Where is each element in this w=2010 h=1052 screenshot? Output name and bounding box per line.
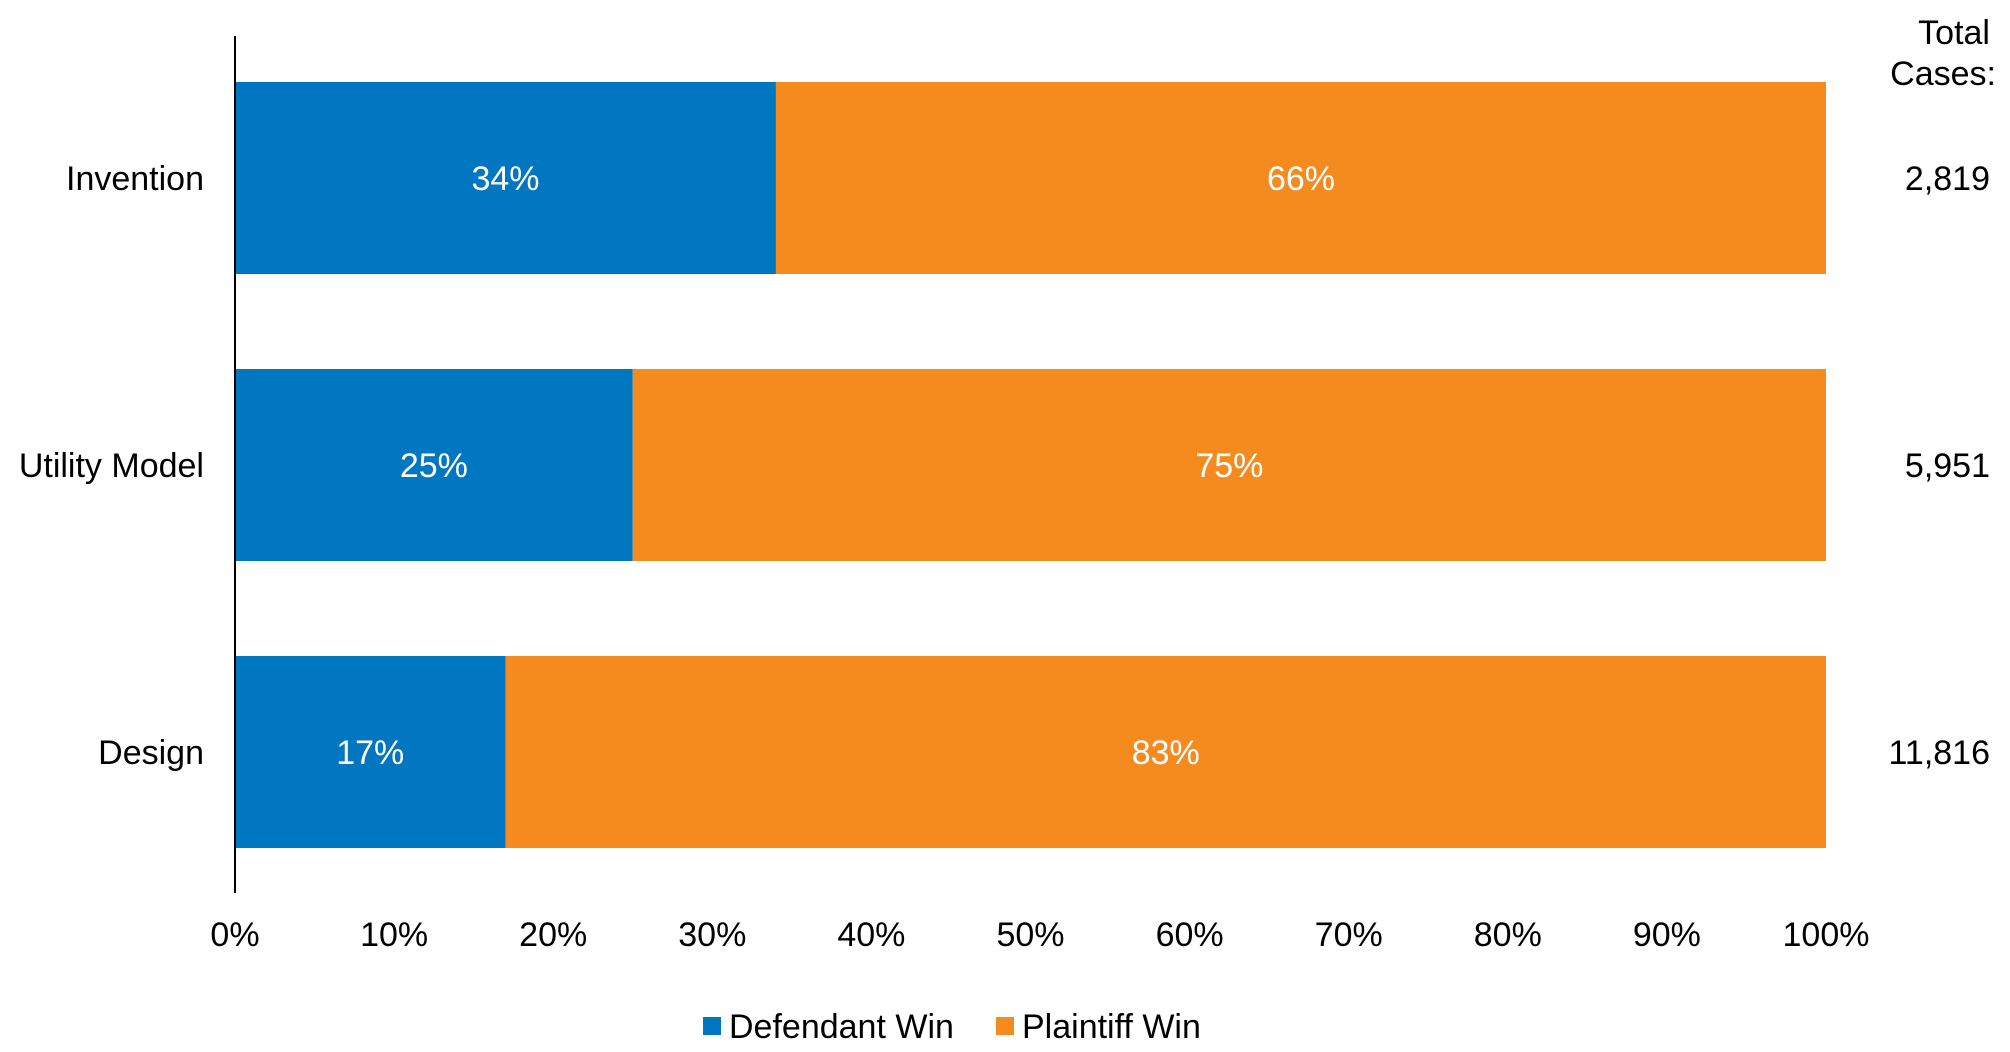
total-cases-design: 11,816 bbox=[1889, 734, 1990, 772]
x-tick-label-5: 50% bbox=[996, 916, 1064, 954]
total-cases-column: Total Cases: 2,819 5,951 11,816 bbox=[1889, 14, 1996, 772]
x-tick-label-3: 30% bbox=[678, 916, 746, 954]
data-label-plaintiff-win-design: 83% bbox=[1132, 734, 1200, 772]
legend: Defendant Win Plaintiff Win bbox=[703, 1008, 1201, 1046]
total-cases-header-line-1: Total bbox=[1918, 14, 1990, 52]
category-label-design: Design bbox=[98, 734, 204, 772]
data-label-defendant-win-utility-model: 25% bbox=[400, 447, 468, 485]
legend-swatch-plaintiff-win bbox=[996, 1017, 1014, 1035]
category-label-invention: Invention bbox=[66, 160, 204, 198]
x-tick-label-4: 40% bbox=[837, 916, 905, 954]
x-tick-label-7: 70% bbox=[1315, 916, 1383, 954]
total-cases-header-line-2: Cases: bbox=[1890, 55, 1996, 93]
data-label-plaintiff-win-utility-model: 75% bbox=[1195, 447, 1263, 485]
x-tick-label-1: 10% bbox=[360, 916, 428, 954]
legend-swatch-defendant-win bbox=[703, 1017, 721, 1035]
legend-label-defendant-win: Defendant Win bbox=[729, 1008, 954, 1046]
category-label-utility-model: Utility Model bbox=[19, 447, 204, 485]
x-tick-label-8: 80% bbox=[1474, 916, 1542, 954]
x-tick-label-10: 100% bbox=[1783, 916, 1870, 954]
total-cases-utility-model: 5,951 bbox=[1905, 447, 1990, 485]
data-label-defendant-win-design: 17% bbox=[336, 734, 404, 772]
x-tick-label-0: 0% bbox=[210, 916, 259, 954]
total-cases-invention: 2,819 bbox=[1905, 160, 1990, 198]
x-axis-ticks: 0% 10% 20% 30% 40% 50% 60% 70% 80% 90% 100% bbox=[210, 916, 1869, 954]
data-label-plaintiff-win-invention: 66% bbox=[1267, 160, 1335, 198]
x-tick-label-6: 60% bbox=[1156, 916, 1224, 954]
x-tick-label-9: 90% bbox=[1633, 916, 1701, 954]
x-tick-label-2: 20% bbox=[519, 916, 587, 954]
legend-label-plaintiff-win: Plaintiff Win bbox=[1022, 1008, 1201, 1046]
data-label-defendant-win-invention: 34% bbox=[471, 160, 539, 198]
